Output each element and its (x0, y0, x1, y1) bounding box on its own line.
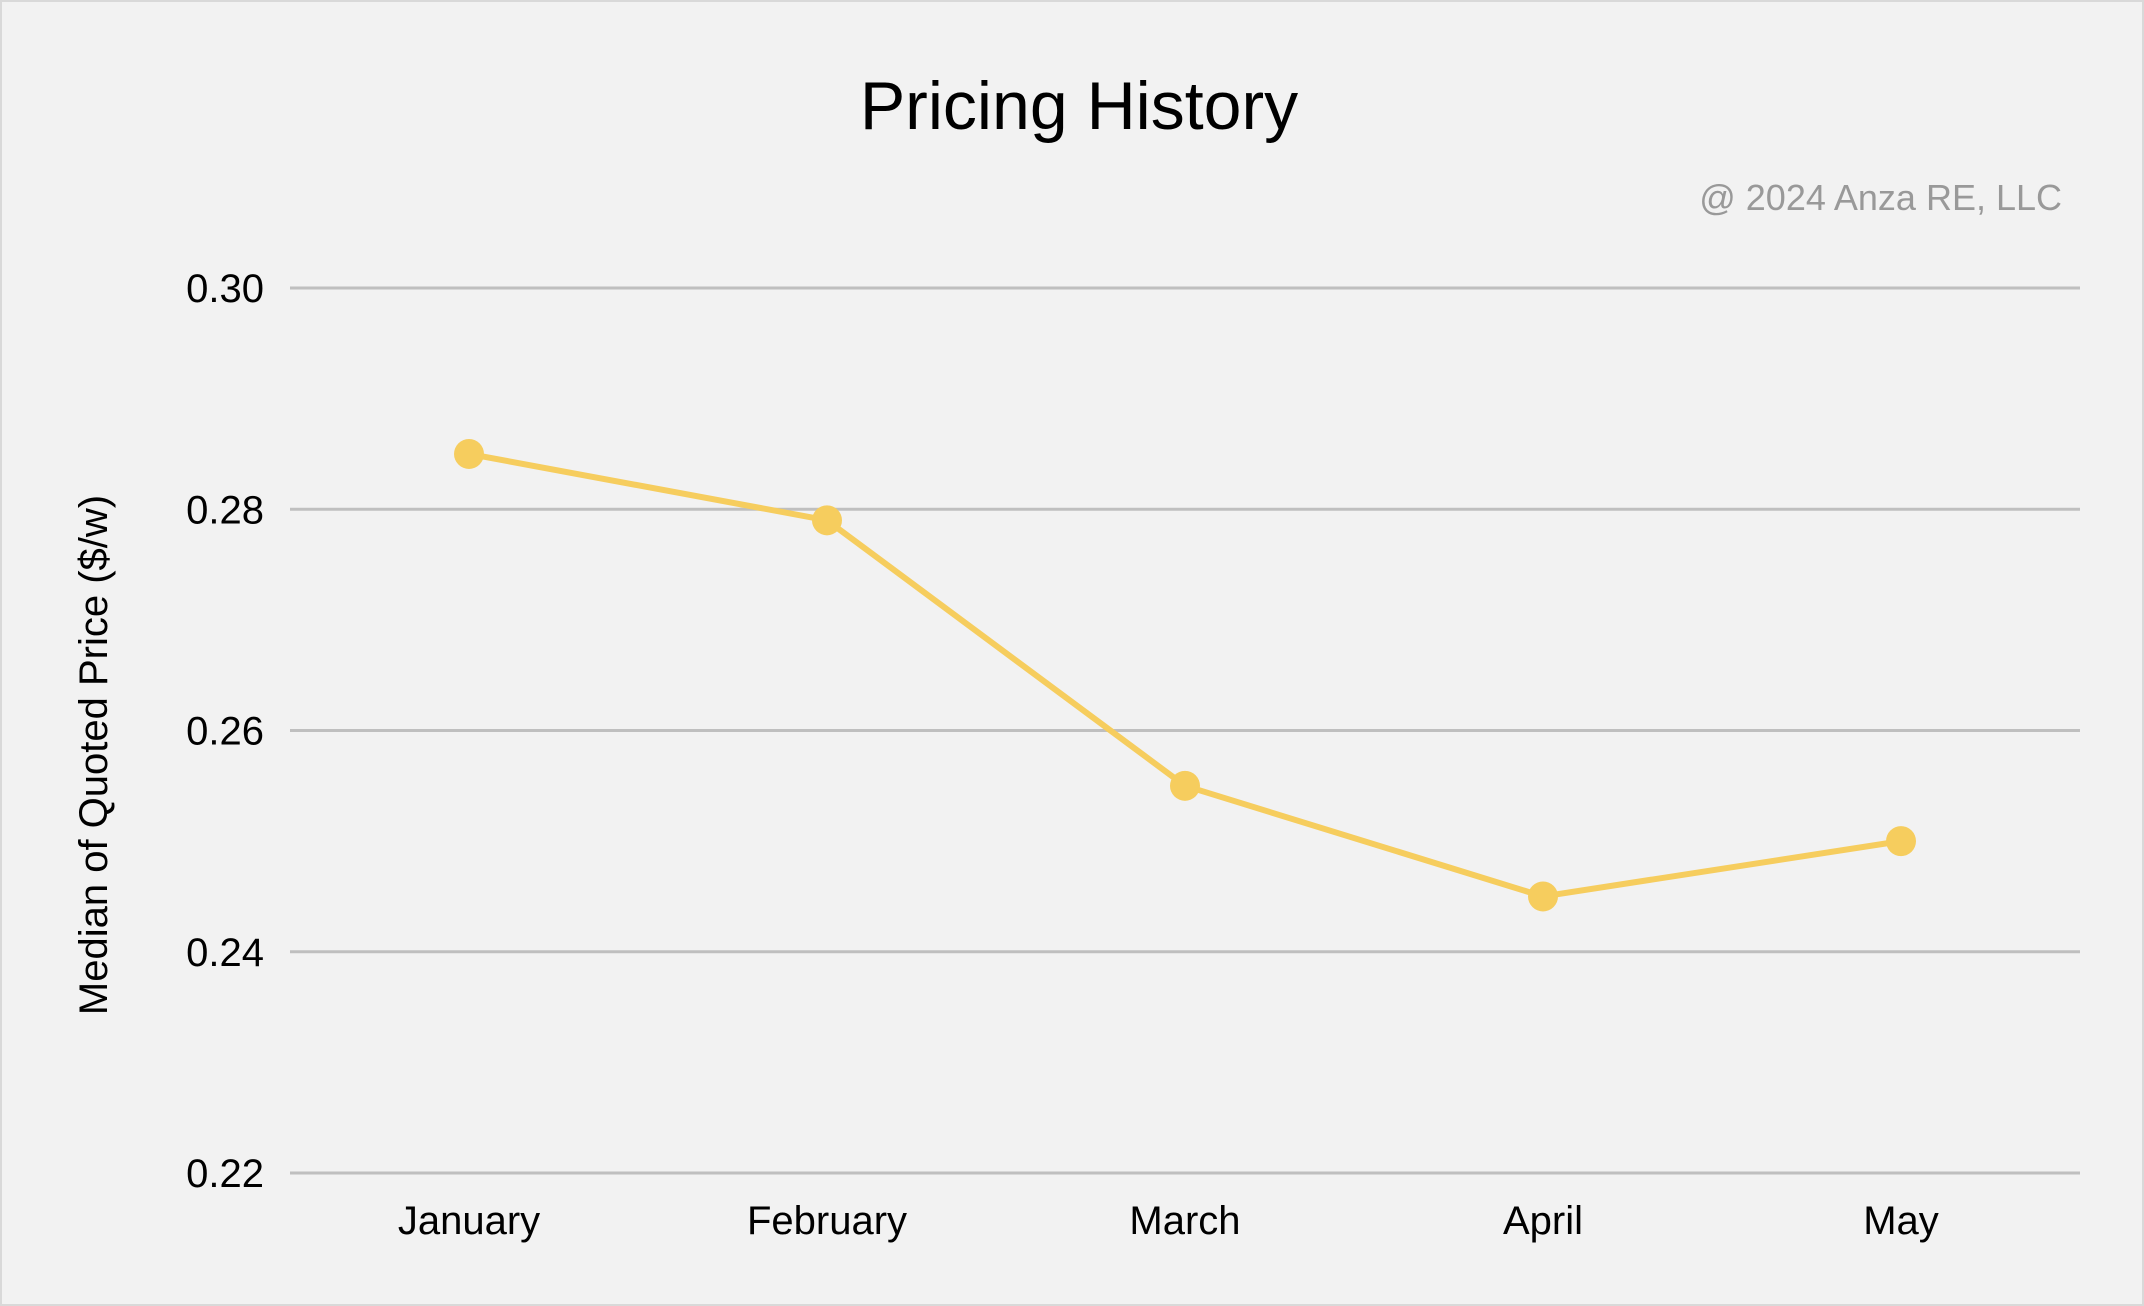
x-tick-label: April (1503, 1199, 1583, 1243)
data-point (1886, 826, 1916, 857)
y-axis-ticks: 0.22 0.24 0.26 0.28 0.30 (186, 267, 264, 1196)
y-tick-label: 0.22 (186, 1152, 264, 1196)
x-tick-label: May (1863, 1199, 1939, 1243)
chart-title: Pricing History (860, 68, 1298, 144)
x-axis-ticks: January February March April May (398, 1199, 1939, 1243)
y-tick-label: 0.26 (186, 710, 264, 754)
x-tick-label: January (398, 1199, 540, 1243)
y-axis-label: Median of Quoted Price ($/w) (72, 495, 116, 1015)
data-point (812, 505, 842, 536)
data-point (1528, 881, 1558, 912)
series-line (466, 450, 1904, 900)
y-tick-label: 0.24 (186, 931, 264, 975)
copyright-annotation: @ 2024 Anza RE, LLC (1699, 177, 2062, 218)
data-point (1170, 770, 1200, 801)
x-tick-label: February (747, 1199, 907, 1243)
y-tick-label: 0.28 (186, 488, 264, 532)
data-point (454, 438, 484, 469)
series-layer (454, 438, 1916, 912)
gridlines (290, 286, 2080, 1175)
x-tick-label: March (1129, 1199, 1240, 1243)
y-tick-label: 0.30 (186, 267, 264, 311)
